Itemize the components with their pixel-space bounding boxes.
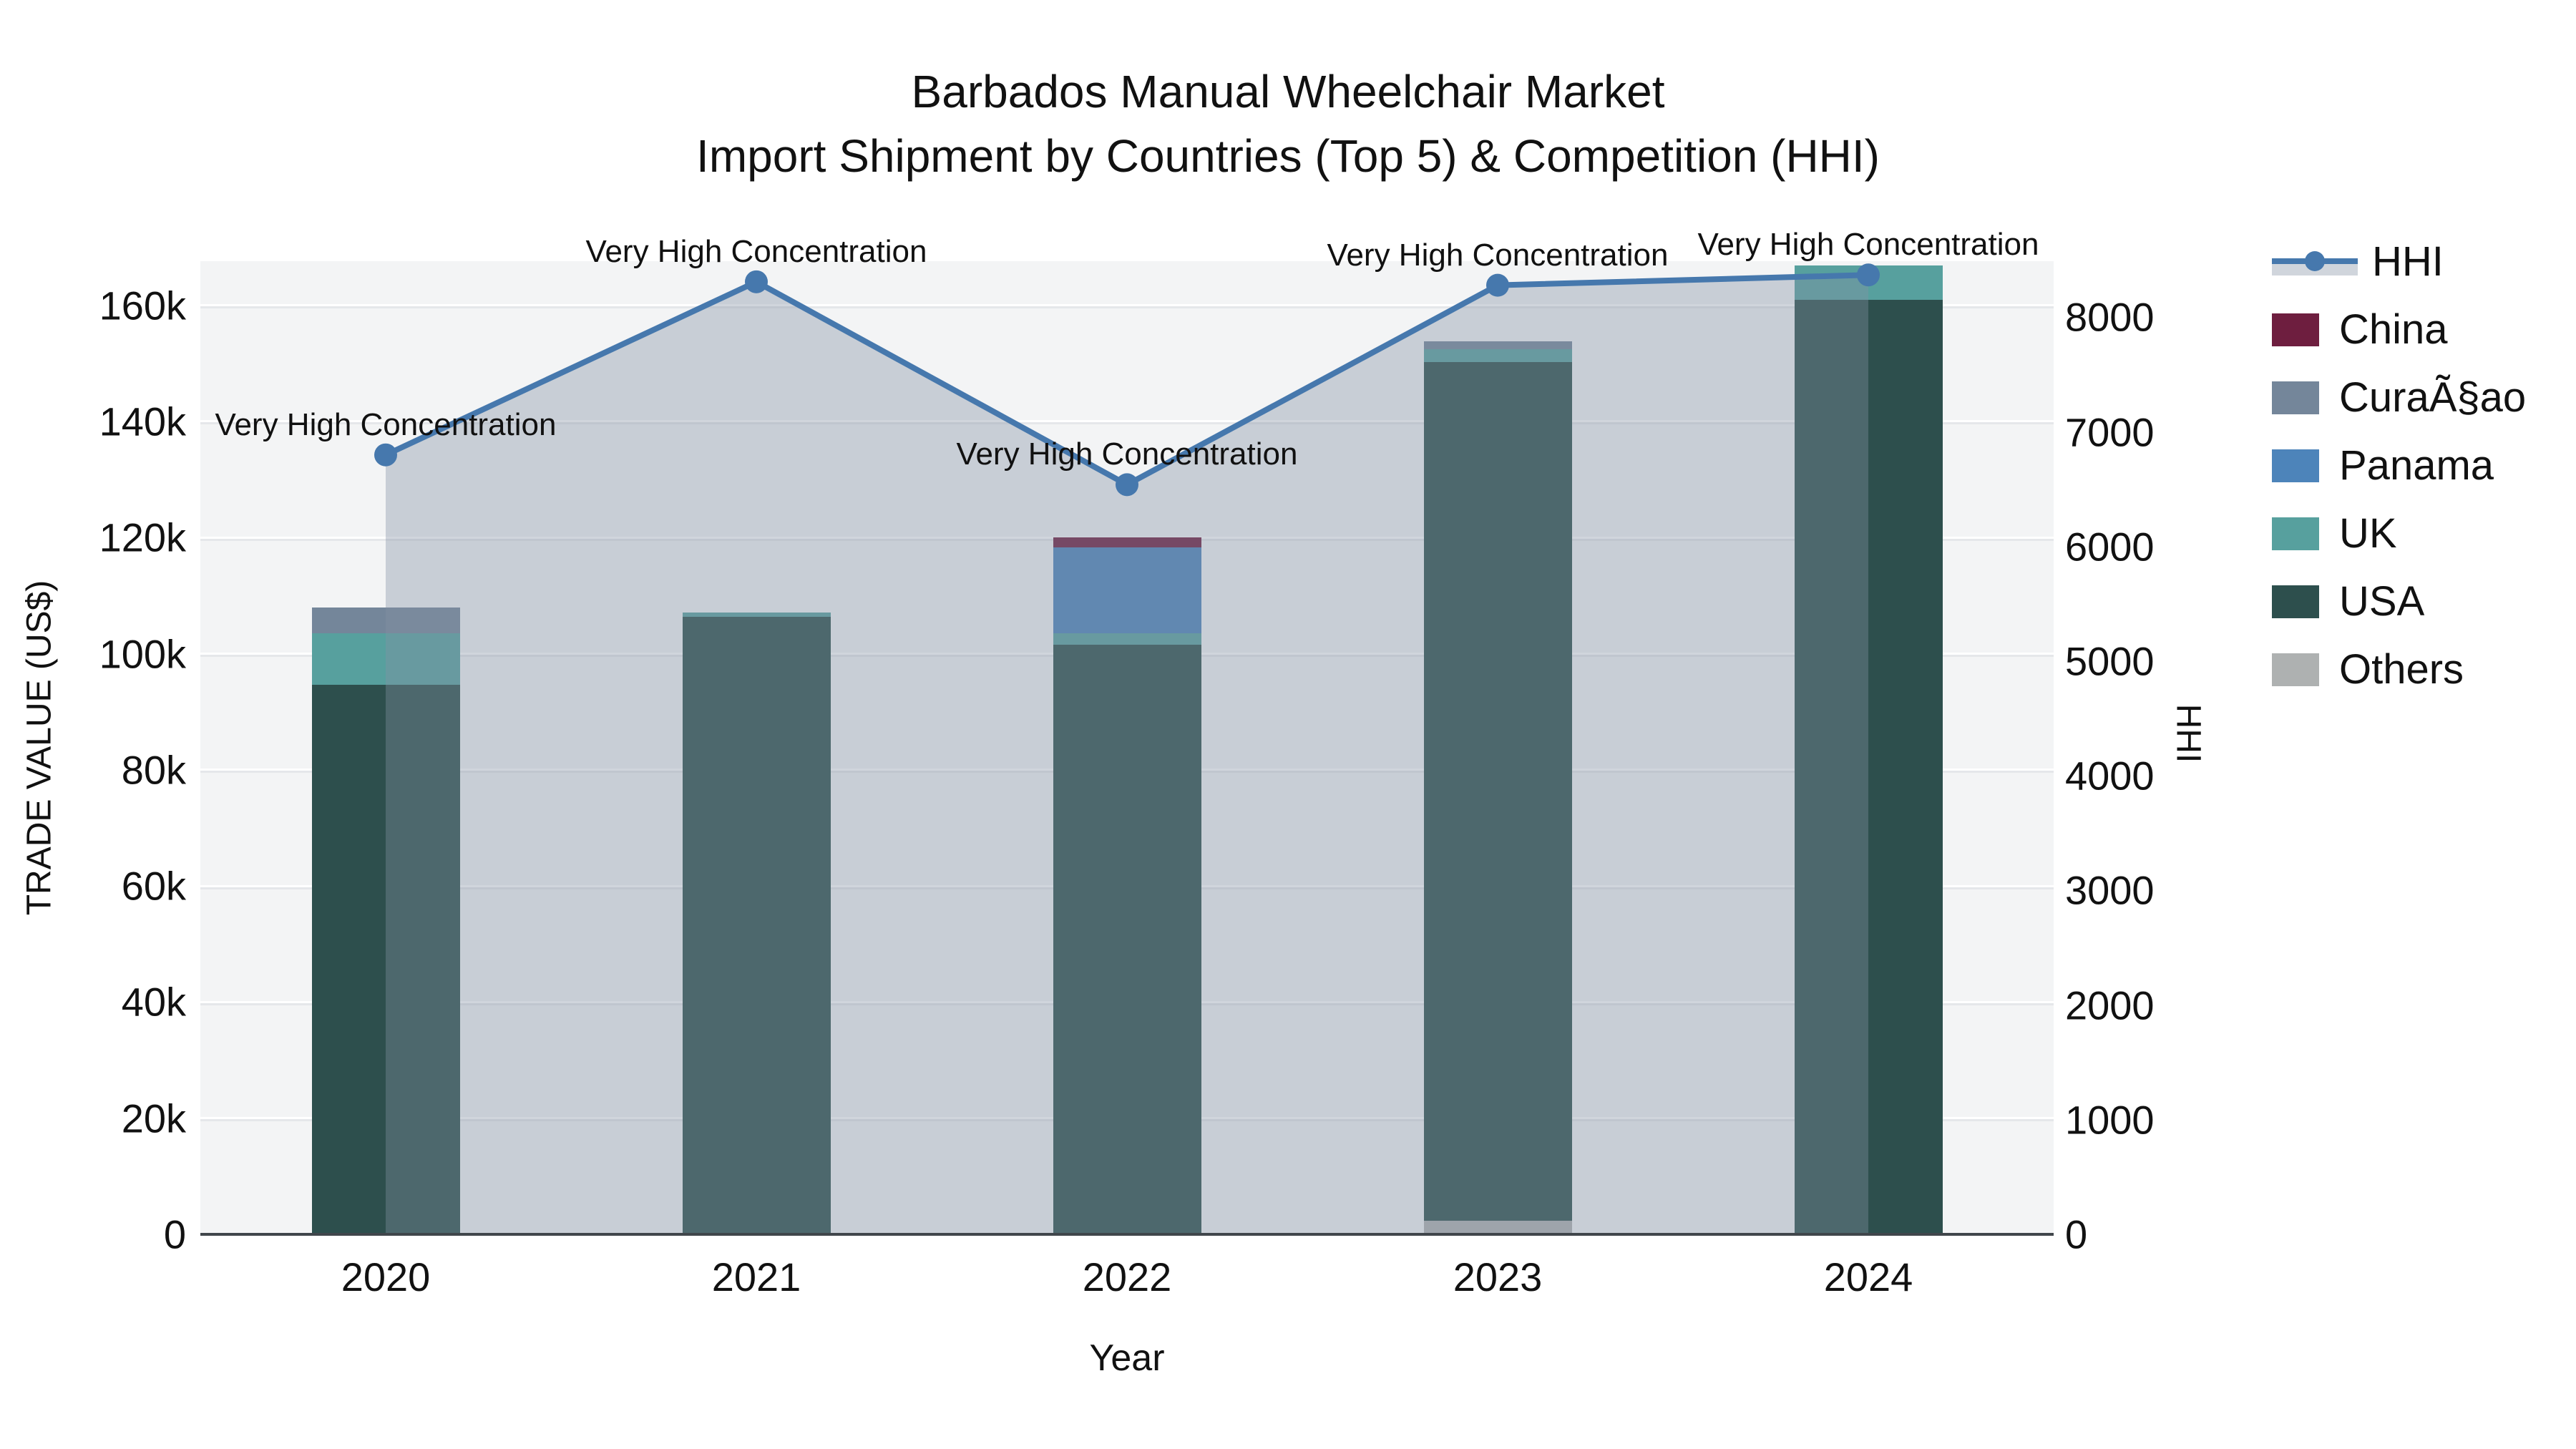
y-tick-0: 0: [163, 1211, 186, 1257]
x-axis-title: Year: [1089, 1337, 1165, 1379]
legend-item-china[interactable]: China: [2272, 296, 2572, 364]
annotation-2024: Very High Concentration: [1697, 227, 2039, 263]
gridline: [200, 420, 2054, 423]
plot-area: Very High Concentration Very High Concent…: [200, 227, 2054, 1234]
bar-segment-china-2022: [1053, 537, 1201, 548]
y2-tick-5000: 5000: [2065, 638, 2155, 684]
legend-item-others[interactable]: Others: [2272, 635, 2572, 703]
y-tick-20k: 20k: [121, 1096, 186, 1141]
chart-title: Barbados Manual Wheelchair Market: [911, 66, 1665, 117]
y-axis-title: TRADE VALUE (US$): [20, 580, 59, 916]
bar-segment-curaao-2023: [1423, 341, 1572, 350]
hhi-line-legend-icon: [2272, 244, 2358, 280]
hhi-overlay: [374, 263, 1880, 1234]
bar-segment-uk-2020: [311, 633, 460, 686]
legend-item-curaao[interactable]: CuraÃ§ao: [2272, 364, 2572, 431]
hhi-area-fill: [386, 275, 1868, 1234]
y2-tick-7000: 7000: [2065, 409, 2155, 455]
y-tick-120k: 120k: [99, 514, 186, 560]
bar-segment-others-2023: [1423, 1221, 1572, 1234]
legend-label: USA: [2339, 578, 2425, 625]
bar-segment-usa-2023: [1423, 362, 1572, 1221]
annotation-2022: Very High Concentration: [956, 436, 1298, 472]
legend-label: HHI: [2372, 238, 2444, 285]
chart-subtitle: Import Shipment by Countries (Top 5) & C…: [696, 130, 1880, 182]
bar-segment-usa-2021: [682, 617, 831, 1234]
legend-item-uk[interactable]: UK: [2272, 499, 2572, 567]
y-tick-100k: 100k: [99, 631, 186, 677]
legend-label: Others: [2339, 646, 2464, 693]
title-block: Barbados Manual Wheelchair Market Import…: [0, 66, 2576, 182]
bar-segment-curaao-2020: [311, 608, 460, 634]
bar-segment-usa-2020: [311, 685, 460, 1234]
legend-swatch-uk: [2272, 517, 2319, 550]
hhi-marker-2020: [374, 443, 397, 467]
legend-label: Panama: [2339, 442, 2494, 489]
y2-tick-8000: 8000: [2065, 294, 2155, 340]
legend-label: China: [2339, 306, 2448, 353]
bar-segment-usa-2022: [1053, 645, 1201, 1234]
legend-item-hhi[interactable]: HHI: [2272, 228, 2572, 296]
hhi-marker-2023: [1486, 273, 1509, 297]
x-tick-2022: 2022: [1082, 1254, 1172, 1299]
legend-item-usa[interactable]: USA: [2272, 567, 2572, 635]
legend-item-panama[interactable]: Panama: [2272, 431, 2572, 499]
y-tick-60k: 60k: [121, 863, 186, 909]
y2-tick-3000: 3000: [2065, 867, 2155, 913]
y2-tick-0: 0: [2065, 1211, 2088, 1257]
y2-tick-1000: 1000: [2065, 1097, 2155, 1143]
x-tick-2024: 2024: [1823, 1254, 1913, 1299]
bar-segment-uk-2021: [682, 612, 831, 618]
legend-swatch-curaao: [2272, 381, 2319, 414]
hhi-marker-2022: [1116, 473, 1138, 497]
legend-swatch-others: [2272, 653, 2319, 686]
legend-swatch-usa: [2272, 585, 2319, 618]
bar-segment-uk-2022: [1053, 633, 1201, 645]
annotation-2023: Very High Concentration: [1327, 237, 1669, 273]
gridline: [200, 304, 2054, 307]
legend-label: CuraÃ§ao: [2339, 374, 2527, 421]
y2-tick-2000: 2000: [2065, 982, 2155, 1028]
hhi-marker-2024: [1857, 263, 1880, 287]
bar-segment-usa-2024: [1794, 299, 1943, 1234]
bar-segment-panama-2022: [1053, 547, 1201, 634]
legend: HHI China CuraÃ§ao Panama UK USA Others: [2272, 228, 2572, 703]
y2-tick-6000: 6000: [2065, 524, 2155, 570]
y-tick-40k: 40k: [121, 979, 186, 1025]
annotation-2020: Very High Concentration: [215, 406, 557, 442]
x-axis-line: [200, 1233, 2054, 1236]
hhi-marker-2021: [745, 270, 768, 293]
legend-swatch-china: [2272, 313, 2319, 346]
x-tick-2020: 2020: [341, 1254, 431, 1299]
legend-label: UK: [2339, 510, 2397, 557]
bar-segment-uk-2023: [1423, 349, 1572, 363]
y-tick-80k: 80k: [121, 747, 186, 793]
legend-swatch-panama: [2272, 449, 2319, 482]
y-tick-160k: 160k: [99, 283, 186, 328]
x-tick-2021: 2021: [711, 1254, 801, 1299]
y2-tick-4000: 4000: [2065, 753, 2155, 799]
y2-axis-title: HHI: [2169, 703, 2207, 763]
x-tick-2023: 2023: [1453, 1254, 1543, 1299]
y-tick-140k: 140k: [99, 399, 186, 444]
annotation-2021: Very High Concentration: [585, 233, 927, 269]
